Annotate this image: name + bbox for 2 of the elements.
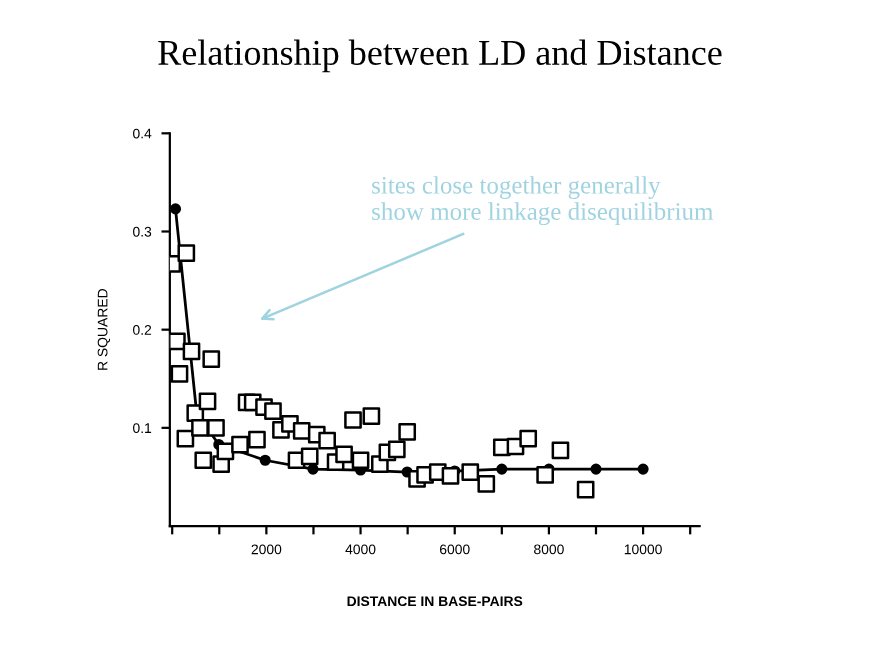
annotation: sites close together generally show more linkage disequilibrium bbox=[372, 176, 714, 226]
chart-title: Relationship between LD and Distance bbox=[158, 39, 722, 73]
